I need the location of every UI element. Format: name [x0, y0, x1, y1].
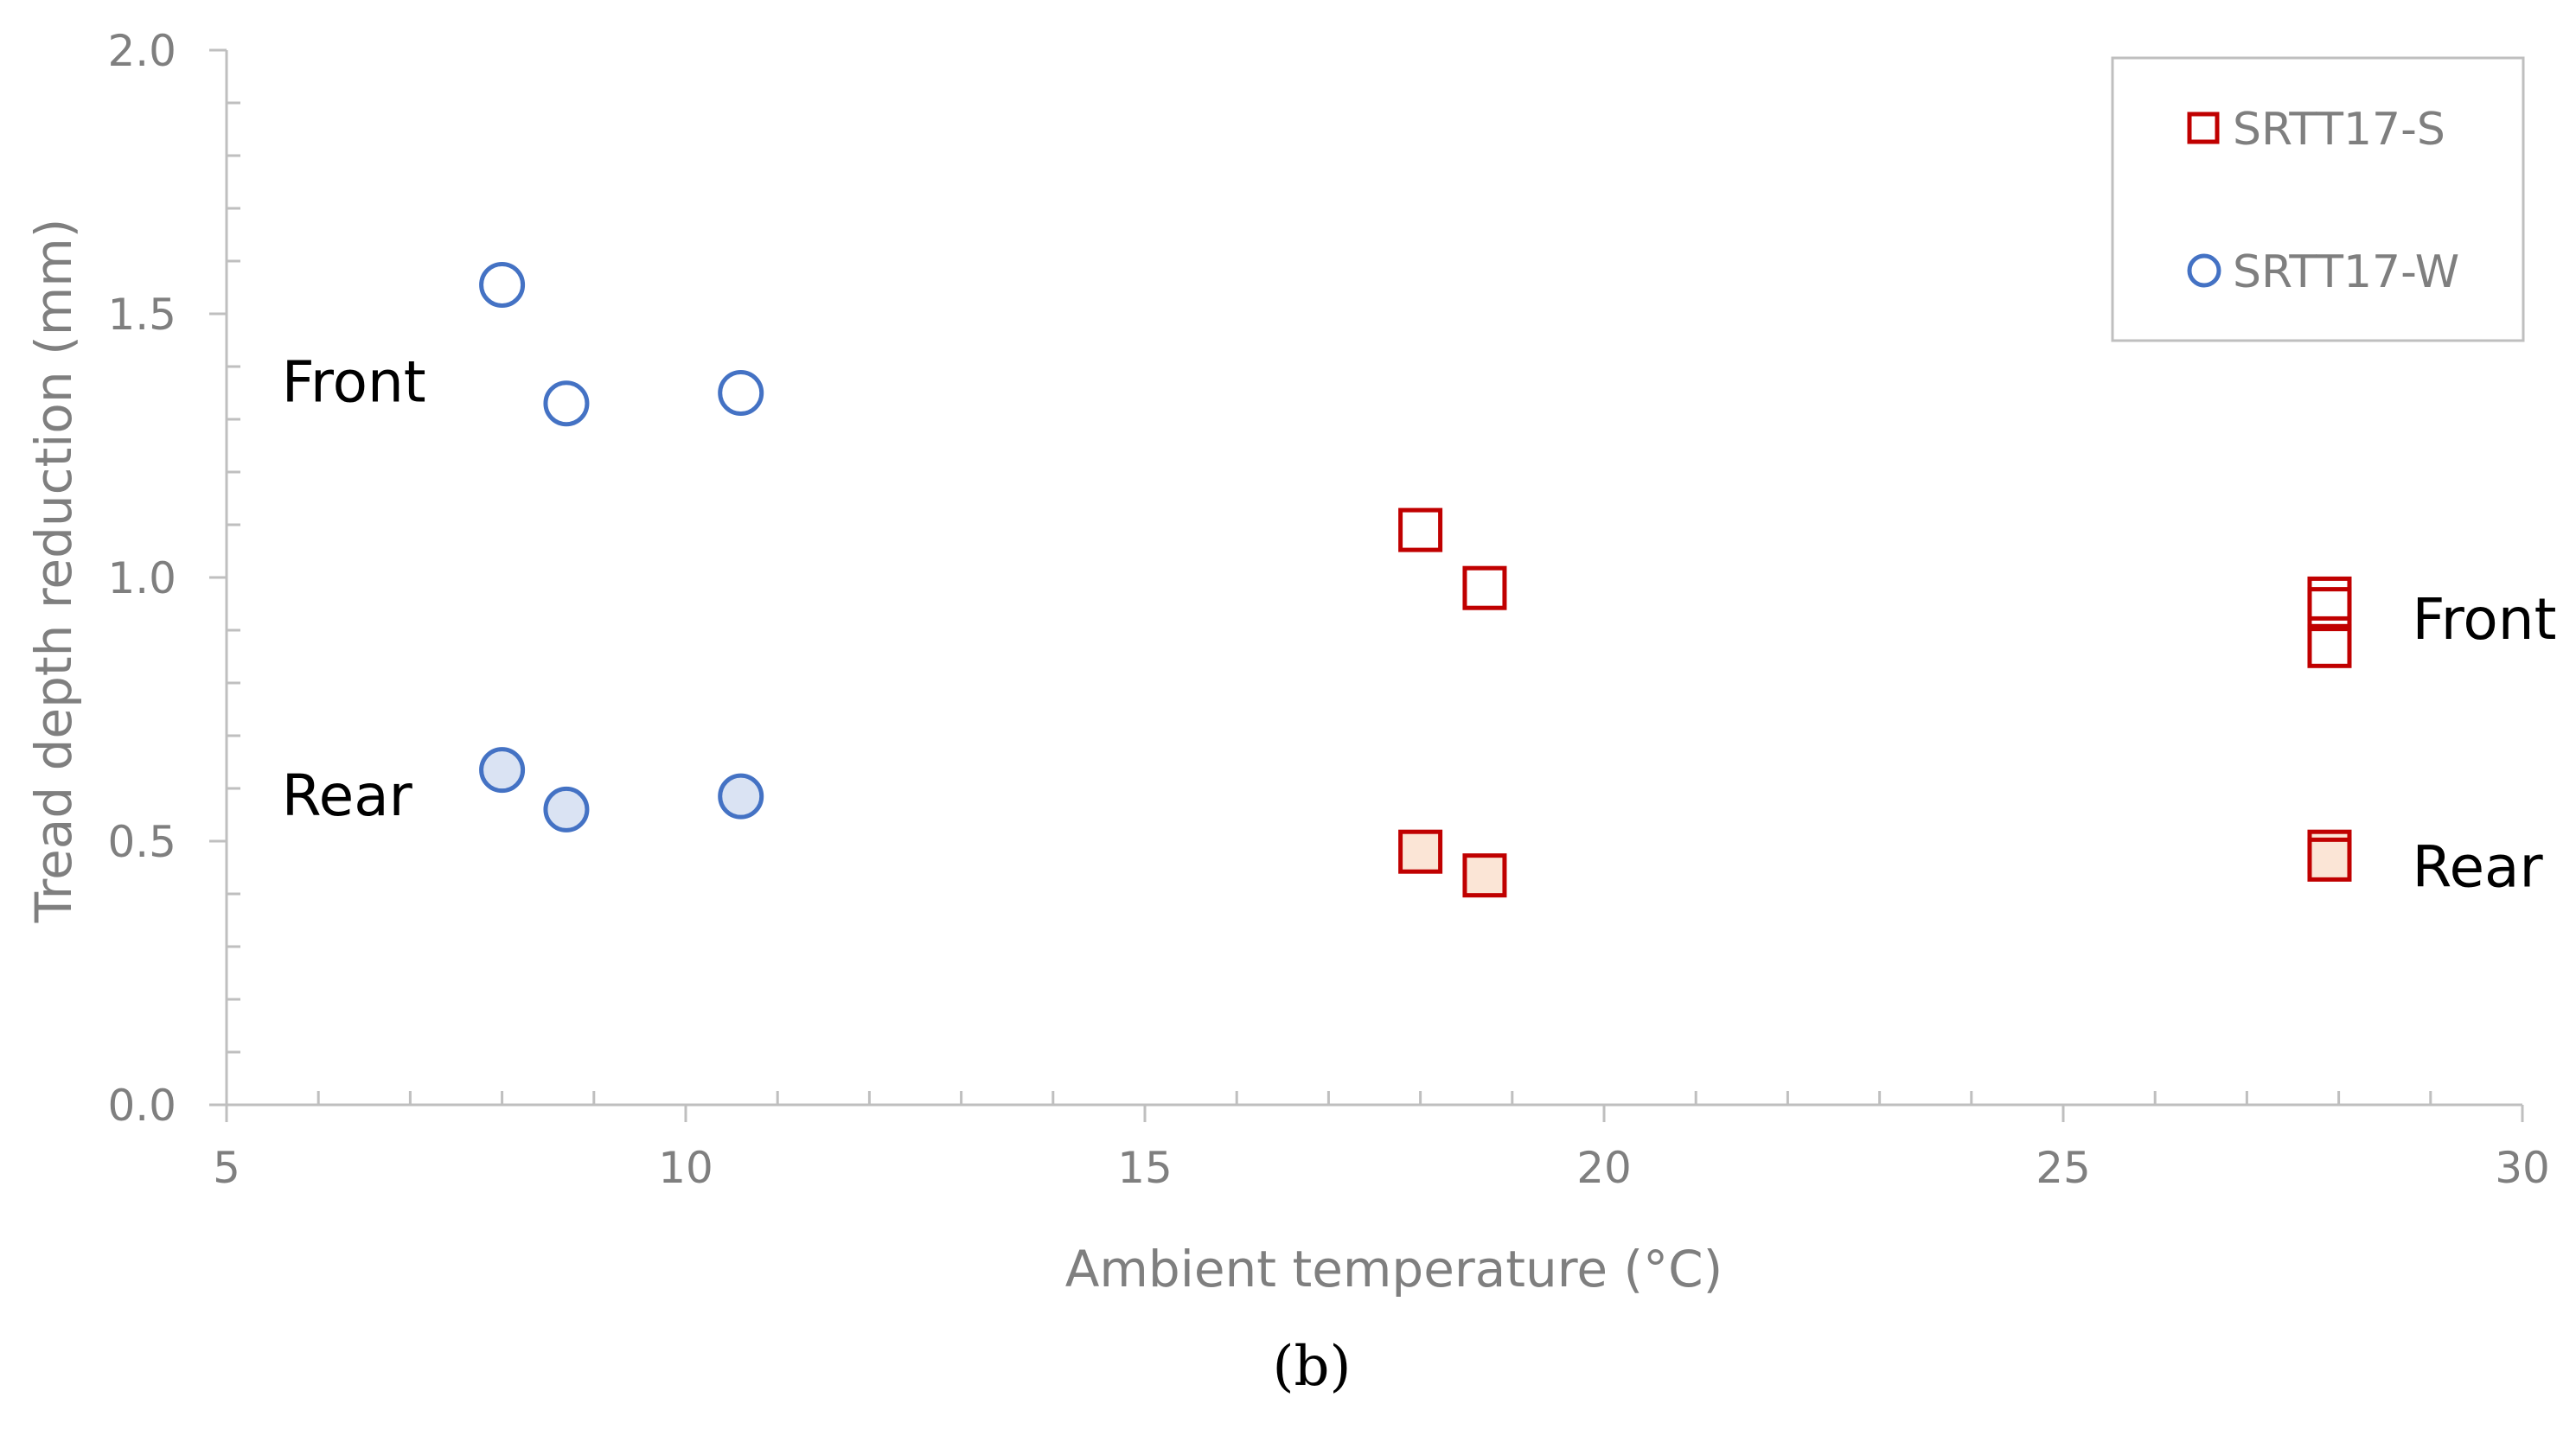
x-axis-title: Ambient temperature (°C) [1065, 1240, 1723, 1298]
circle-marker [718, 773, 764, 820]
legend-label-srtt17-w: SRTT17-W [2233, 246, 2459, 298]
square-marker [1398, 829, 1443, 874]
legend-square-icon [2187, 112, 2220, 144]
axes [209, 48, 2524, 1122]
circle-marker [479, 747, 526, 794]
annotation-label: Rear [282, 762, 413, 829]
square-marker [1398, 507, 1443, 552]
square-marker [2307, 587, 2352, 632]
y-tick-labels: 0.0 0.5 1.0 1.5 2.0 [107, 26, 176, 1131]
y-tick-label: 1.5 [107, 290, 176, 340]
x-tick-label: 30 [2495, 1143, 2550, 1193]
x-tick-label: 5 [213, 1143, 240, 1193]
annotation-label: Front [282, 348, 426, 415]
x-tick-label: 20 [1576, 1143, 1632, 1193]
square-marker [2307, 837, 2352, 882]
x-tick-label: 25 [2036, 1143, 2091, 1193]
square-marker [1462, 853, 1507, 898]
annotation-label: Rear [2413, 834, 2544, 901]
legend-circle-icon [2187, 253, 2221, 288]
x-tick-label: 10 [658, 1143, 713, 1193]
x-tick-label: 15 [1117, 1143, 1173, 1193]
panel-label: (b) [1273, 1335, 1352, 1399]
x-tick-labels: 5 10 15 20 25 30 [213, 1143, 2550, 1193]
y-axis-title: Tread depth reduction (mm) [24, 219, 83, 924]
legend: SRTT17-S SRTT17-W [2111, 56, 2525, 342]
annotation-label: Front [2413, 586, 2557, 653]
y-tick-label: 2.0 [107, 26, 176, 76]
square-marker [1462, 565, 1507, 610]
circle-marker [543, 380, 590, 427]
circle-marker [718, 370, 764, 416]
data-points [479, 261, 2352, 898]
circle-marker [543, 786, 590, 833]
legend-label-srtt17-s: SRTT17-S [2233, 104, 2445, 156]
annotations: Front Rear Front Rear [282, 348, 2557, 900]
y-tick-label: 1.0 [107, 553, 176, 603]
circle-marker [479, 261, 526, 308]
square-marker [2307, 623, 2352, 668]
y-tick-label: 0.5 [107, 817, 176, 867]
legend-frame [2111, 56, 2525, 342]
y-tick-label: 0.0 [107, 1081, 176, 1131]
